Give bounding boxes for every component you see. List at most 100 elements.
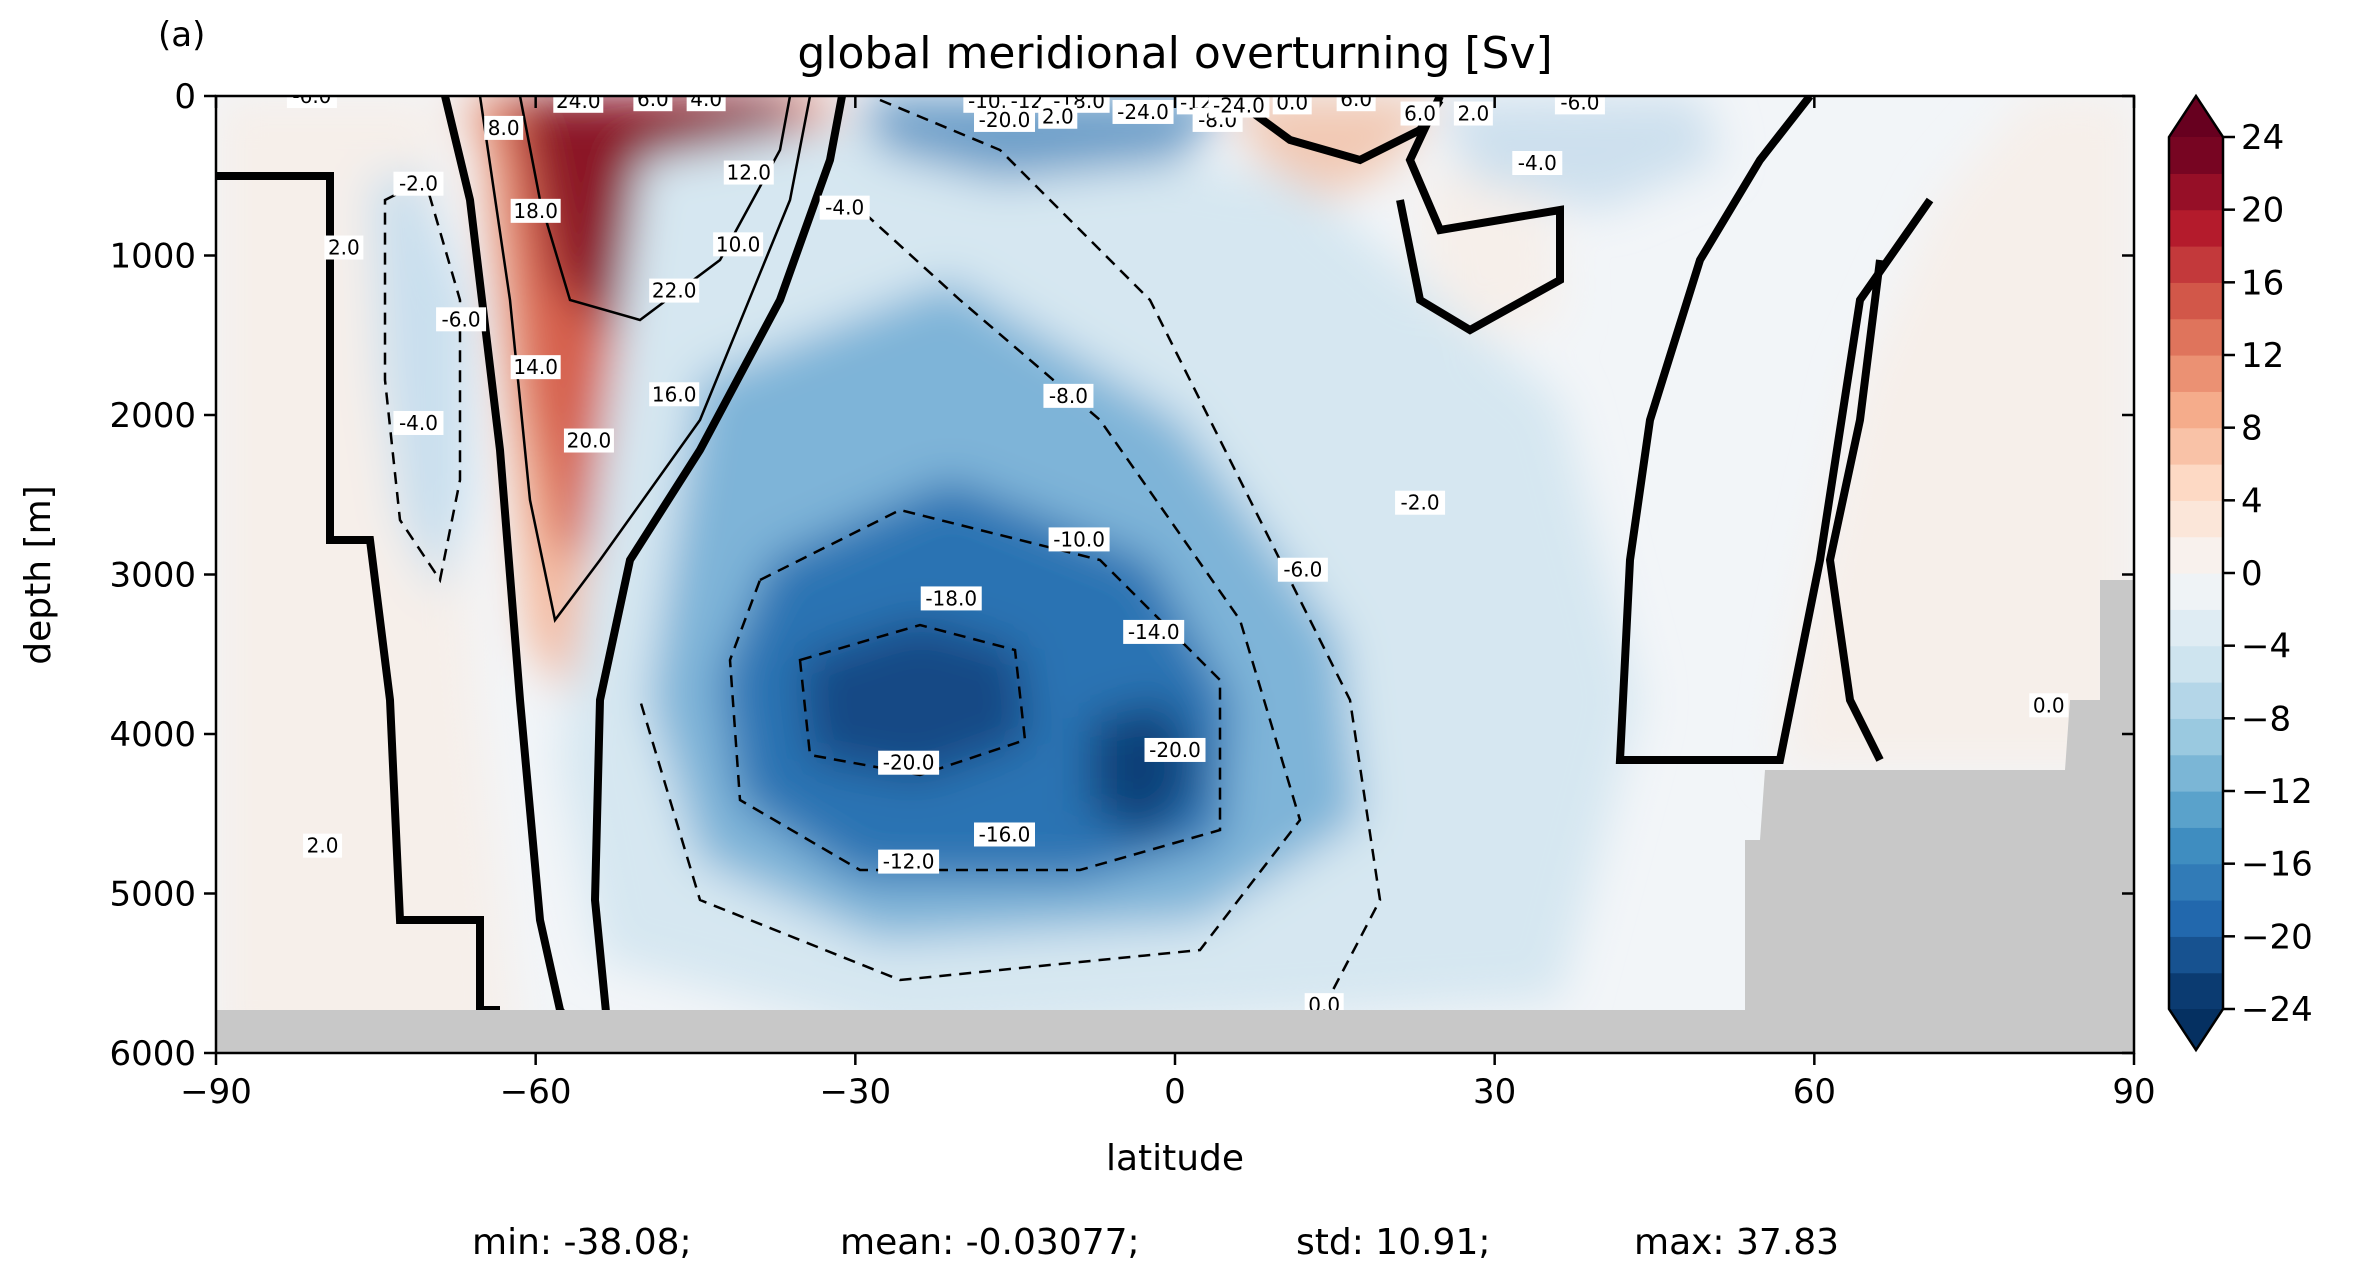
contour-label-bg <box>649 278 700 303</box>
x-tick-label: 90 <box>2112 1072 2155 1112</box>
x-tick-label: −30 <box>819 1072 891 1112</box>
contour-label-bg <box>1400 101 1440 126</box>
fill-positive-upper <box>1230 96 1440 200</box>
contour-label: 22.0 <box>652 279 697 303</box>
stat-min: min: -38.08; <box>472 1222 692 1263</box>
contour-label: 2.0 <box>1457 102 1489 126</box>
contour-label-bg <box>436 307 487 332</box>
contour-label: -4.0 <box>399 411 438 435</box>
contour-label: -10.0 <box>1053 527 1105 551</box>
contour-fill <box>216 96 2134 1053</box>
contour-label: 14.0 <box>513 355 558 379</box>
contour-label-bg <box>920 586 982 611</box>
contour-label: -20.0 <box>883 751 935 775</box>
colorbar-tick-label: −16 <box>2241 845 2313 885</box>
contour-label-bg <box>878 849 940 874</box>
contour-label-bg <box>2029 693 2069 718</box>
contour-label: -20.0 <box>979 108 1031 132</box>
x-tick-label: 30 <box>1473 1072 1516 1112</box>
contour-neg-antarctic <box>383 178 462 584</box>
contour-label: -14.0 <box>1128 620 1180 644</box>
plot-area: -6.0 24.0 6.0 4.0 -10.0 -12.0 -18.0 -20.0 2.0 -24… <box>216 84 2134 1053</box>
colorbar-segment <box>2169 609 2223 647</box>
colorbar-segment <box>2169 573 2223 610</box>
colorbar-segment <box>2169 827 2223 865</box>
contour-label-bg <box>553 96 604 113</box>
contour-label: 20.0 <box>567 429 612 453</box>
colorbar-segment <box>2169 718 2223 756</box>
contour-label-bg <box>686 96 726 112</box>
colorbar-tick-label: 24 <box>2241 118 2284 158</box>
contour-label: -24.0 <box>1117 100 1169 124</box>
contour-pos-cell <box>478 96 812 623</box>
x-tick-label: −90 <box>180 1072 252 1112</box>
contour-label-bg <box>1038 104 1078 129</box>
colorbar-segment <box>2169 682 2223 719</box>
land-arctic <box>1745 580 2134 1053</box>
fill-positive-arctic <box>1780 96 2134 770</box>
contour-label-bg <box>1395 490 1446 515</box>
contour-label-layer: -6.0 24.0 6.0 4.0 -10.0 -12.0 -18.0 -20.0 2.0 -24… <box>286 84 2069 1018</box>
colorbar-segment <box>2169 173 2223 211</box>
contour-label: -2.0 <box>399 172 438 196</box>
contour-label: -6.0 <box>442 307 481 331</box>
contour-label: -6.0 <box>292 84 331 108</box>
contour-neg-2 <box>879 98 1382 1053</box>
zero-contour-nordic <box>1825 259 1884 762</box>
contour-label: 0.0 <box>1276 90 1308 114</box>
colorbar-ticks: −24 −20 −16 −12 −8 −4 0 4 8 12 16 20 24 <box>2223 118 2313 1030</box>
colorbar-segment <box>2169 900 2223 937</box>
contour-label-bg <box>1144 737 1206 762</box>
colorbar-segment <box>2169 391 2223 429</box>
contour-lines <box>216 96 1934 1053</box>
contour-label-bg <box>393 410 444 435</box>
contour-label: 16.0 <box>652 382 697 406</box>
contour-label: 12.0 <box>727 161 772 185</box>
stats-line: min: -38.08; mean: -0.03077; std: 10.91;… <box>472 1222 1839 1263</box>
zero-contour-antarctic <box>216 172 500 1014</box>
x-axis-label: latitude <box>1106 1138 1244 1179</box>
fill-negative-deep-core-east <box>1090 700 1200 840</box>
colorbar-segment <box>2169 754 2223 792</box>
contour-label-bg <box>819 195 870 220</box>
contour-label: 6.0 <box>1404 102 1436 126</box>
contour-label: -18.0 <box>925 586 977 610</box>
contour-label-bg <box>1336 96 1376 112</box>
contour-label-bg <box>974 107 1036 132</box>
colorbar-extend-bottom <box>2169 1009 2223 1050</box>
contour-neg-20 <box>798 623 1027 777</box>
y-tick-label: 0 <box>174 77 196 117</box>
contour-label-bg <box>1453 101 1493 126</box>
y-tick-label: 6000 <box>109 1034 196 1074</box>
x-tick-label: −60 <box>500 1072 572 1112</box>
colorbar-tick-label: −4 <box>2241 627 2291 667</box>
y-ticks: 0 1000 2000 3000 4000 5000 6000 <box>109 77 2134 1074</box>
colorbar-extend-top <box>2169 96 2223 137</box>
contour-label-bg <box>1112 99 1174 124</box>
contour-label: 10.0 <box>716 232 761 256</box>
contour-label-bg <box>563 428 614 453</box>
zero-contour-north <box>1396 96 1564 335</box>
contour-label: 6.0 <box>1340 87 1372 111</box>
x-ticks: −90 −60 −30 0 30 60 90 <box>180 96 2156 1112</box>
colorbar-segment <box>2169 427 2223 465</box>
panel-label: (a) <box>158 15 205 55</box>
contour-label-bg <box>633 96 673 112</box>
contour-label: -24.0 <box>1213 94 1265 118</box>
y-tick-label: 2000 <box>109 396 196 436</box>
colorbar-segment <box>2169 464 2223 501</box>
stat-max: max: 37.83 <box>1634 1222 1839 1263</box>
contour-label: -20.0 <box>1149 738 1201 762</box>
colorbar-segment <box>2169 318 2223 356</box>
land-mask <box>216 580 2134 1053</box>
contour-label: 0.0 <box>2033 693 2065 717</box>
contour-label: -4.0 <box>825 196 864 220</box>
colorbar-tick-label: 12 <box>2241 336 2284 376</box>
contour-label: -8.0 <box>1049 384 1088 408</box>
contour-label-bg <box>1277 557 1328 582</box>
colorbar-segment <box>2169 209 2223 247</box>
contour-label: -16.0 <box>979 822 1031 846</box>
contour-label-bg <box>1123 619 1185 644</box>
zero-contour-arctic <box>1615 96 1934 764</box>
